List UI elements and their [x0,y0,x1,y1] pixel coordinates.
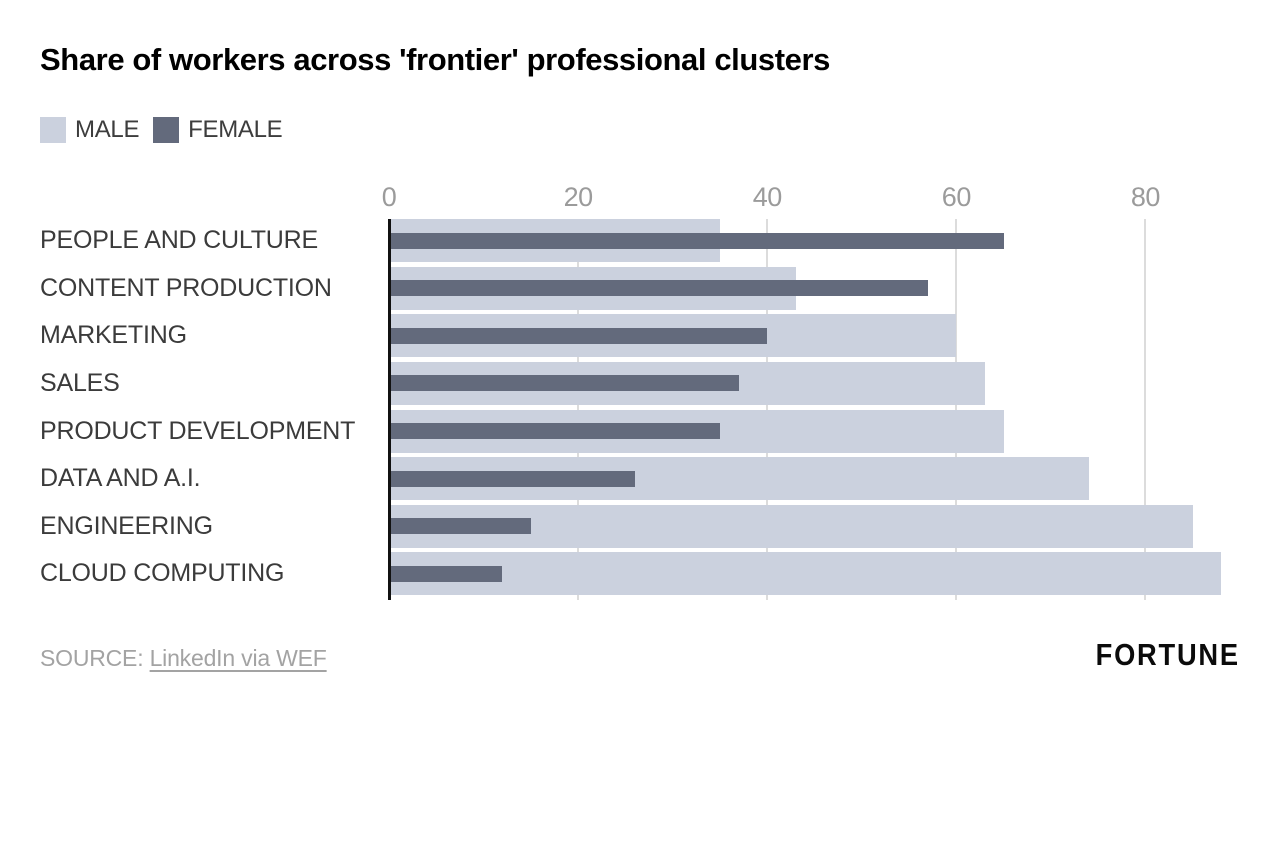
female-bar [389,232,1004,249]
legend-item-female: FEMALE [153,116,283,144]
plot-area: 0 20 40 60 80 [382,182,1240,600]
bar-row [389,552,1240,596]
bar-row [389,457,1240,501]
legend-swatch-male [40,117,66,143]
female-bar [389,280,928,297]
x-tick-label-0: 0 [381,182,397,212]
bar-row [389,409,1240,453]
gridline-80 [1144,219,1147,600]
legend-item-male: MALE [40,116,139,144]
fortune-logo: FORTUNE [1095,637,1240,672]
female-bar [389,565,503,582]
x-tick-label-20: 20 [563,182,594,212]
x-tick-label-40: 40 [752,182,783,212]
female-bar [389,470,635,487]
x-tick-label-60: 60 [941,182,972,212]
category-label: CLOUD COMPUTING [40,559,285,588]
legend-label: FEMALE [188,116,283,143]
category-labels: PEOPLE AND CULTURE CONTENT PRODUCTION MARK… [40,219,389,600]
legend-swatch-female [153,117,180,143]
category-label: MARKETING [40,321,187,350]
bar-row [389,361,1240,405]
category-label: CONTENT PRODUCTION [40,273,332,302]
source-label: SOURCE: [40,645,150,671]
female-bar [389,327,768,344]
female-bar [389,375,739,392]
page-title: Share of workers across 'frontier' profe… [40,42,831,77]
female-bar [389,518,531,535]
bar-row [389,266,1240,310]
category-label: PRODUCT DEVELOPMENT [40,416,356,445]
female-bar [389,423,720,439]
x-tick-label-80: 80 [1130,182,1161,212]
male-bar [389,552,1222,596]
source-link[interactable]: LinkedIn via WEF [149,645,327,671]
bar-row [389,219,1240,262]
bar-row [389,314,1240,358]
category-label: SALES [40,368,120,397]
y-axis-line [388,219,391,600]
category-label: DATA AND A.I. [40,464,201,493]
legend: MALE FEMALE [40,116,283,144]
source-line: SOURCE: LinkedIn via WEF [40,645,327,672]
bar-row [389,504,1240,548]
legend-label: MALE [75,116,140,143]
category-label: PEOPLE AND CULTURE [40,226,318,254]
category-label: ENGINEERING [40,511,213,540]
